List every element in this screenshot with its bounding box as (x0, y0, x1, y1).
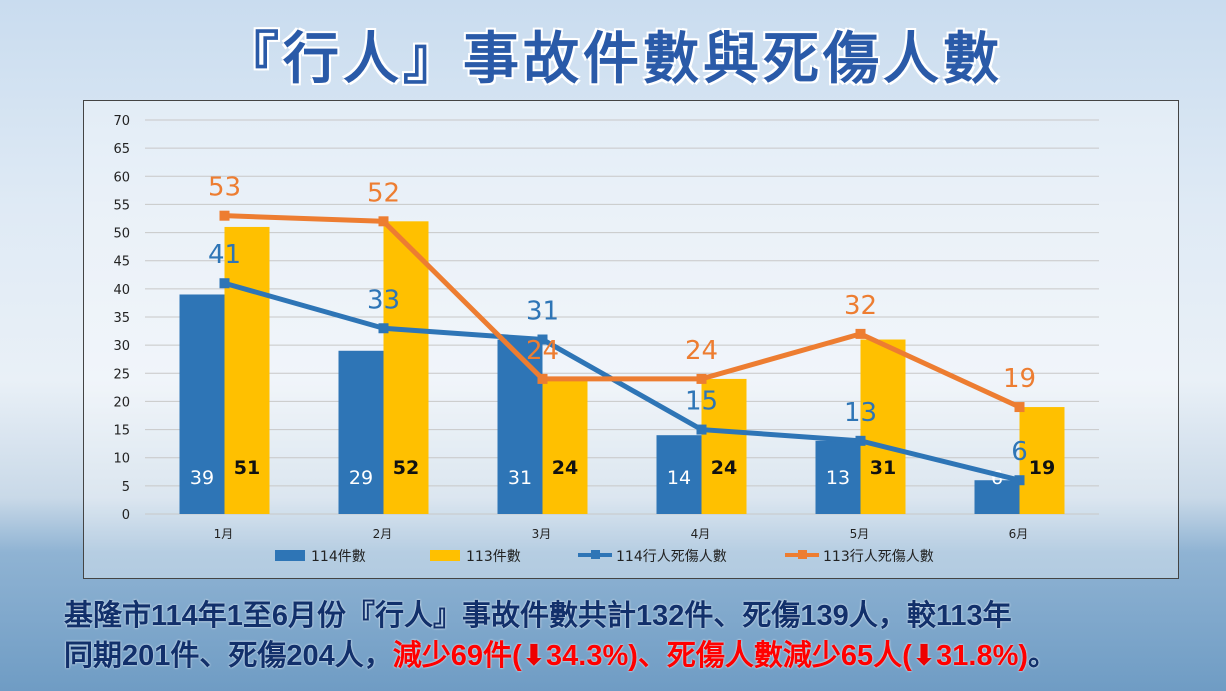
line-data-label: 52 (367, 178, 400, 208)
y-tick-label: 0 (122, 508, 130, 523)
line-data-label: 41 (208, 240, 241, 270)
line-data-label: 24 (526, 336, 559, 366)
marker-114 (696, 424, 707, 435)
down-arrow-icon: ⬇ (521, 640, 547, 672)
legend-label: 113行人死傷人數 (823, 549, 934, 565)
y-tick-label: 35 (113, 311, 130, 326)
bar-data-label: 24 (711, 457, 737, 479)
reduction-cases: 減少69件( (392, 640, 522, 672)
x-tick-label: 1月 (214, 527, 234, 541)
bar-113 (383, 221, 429, 515)
bar-114 (974, 480, 1020, 514)
y-tick-label: 15 (113, 424, 130, 439)
marker-113 (378, 216, 389, 227)
legend-label: 114行人死傷人數 (616, 549, 727, 565)
marker-114 (378, 323, 389, 334)
line-data-label: 24 (685, 336, 718, 366)
y-tick-label: 40 (113, 283, 130, 298)
marker-113 (855, 328, 866, 339)
reduction-pct-1: 34.3%)、死傷人數減少65人( (546, 640, 912, 672)
x-tick-label: 4月 (691, 527, 711, 541)
x-tick-label: 3月 (532, 527, 552, 541)
y-tick-label: 20 (113, 395, 130, 410)
x-tick-label: 2月 (373, 527, 393, 541)
down-arrow-icon: ⬇ (911, 640, 937, 672)
bar-data-label: 13 (826, 467, 850, 489)
bar-data-label: 14 (667, 467, 691, 489)
line-data-label: 31 (526, 297, 559, 327)
bar-113 (542, 378, 588, 514)
bar-114 (338, 350, 384, 514)
y-tick-label: 25 (113, 367, 130, 382)
line-113 (224, 213, 1021, 410)
line-data-label: 19 (1003, 364, 1036, 394)
bar-data-label: 29 (349, 467, 373, 489)
y-tick-label: 10 (113, 452, 130, 467)
bar-data-label: 31 (508, 467, 532, 489)
page-title: 『行人』事故件數與死傷人數 (223, 27, 1003, 92)
line-114 (223, 280, 1021, 483)
bar-113 (860, 339, 906, 514)
marker-113 (1014, 402, 1025, 413)
bar-114 (179, 294, 225, 514)
line-data-label: 6 (1011, 437, 1028, 467)
reduction-pct-2: 31.8%) (936, 640, 1029, 672)
bar-113 (701, 378, 747, 514)
marker-113 (537, 373, 548, 384)
bar-114 (656, 435, 702, 514)
line-data-label: 15 (685, 387, 718, 417)
bar-113 (1019, 407, 1065, 514)
marker-114 (219, 278, 230, 289)
bar-data-label: 52 (393, 457, 419, 479)
marker-114 (855, 435, 866, 446)
bar-data-label: 51 (234, 457, 260, 479)
marker-113 (696, 373, 707, 384)
legend-marker (798, 550, 807, 559)
summary-text: 基隆市114年1至6月份『行人』事故件數共計132件、死傷139人，較113年 … (64, 596, 1057, 676)
legend-marker (591, 550, 600, 559)
summary-prefix: 同期201件、死傷204人， (64, 640, 393, 672)
line-data-label: 13 (844, 398, 877, 428)
summary-line-1: 基隆市114年1至6月份『行人』事故件數共計132件、死傷139人，較113年 (64, 600, 1012, 632)
bar-113 (224, 226, 270, 514)
y-tick-label: 60 (113, 170, 130, 185)
legend-label: 114件數 (311, 549, 366, 565)
marker-114 (1014, 475, 1025, 486)
x-tick-label: 5月 (850, 527, 870, 541)
marker-113 (219, 210, 230, 221)
line-data-label: 32 (844, 291, 877, 321)
legend-label: 113件數 (466, 549, 521, 565)
bar-114 (815, 440, 861, 514)
legend-swatch (275, 550, 305, 561)
x-tick-label: 6月 (1009, 527, 1029, 541)
y-tick-label: 30 (113, 339, 130, 354)
y-tick-label: 65 (113, 142, 130, 157)
line-data-label: 53 (208, 173, 241, 203)
line-data-label: 33 (367, 285, 400, 315)
y-tick-label: 50 (113, 227, 130, 242)
y-tick-label: 5 (122, 480, 130, 495)
summary-end: 。 (1028, 640, 1058, 672)
y-tick-label: 45 (113, 255, 130, 270)
bar-data-label: 24 (552, 457, 578, 479)
y-tick-label: 55 (113, 198, 130, 213)
bar-data-label: 39 (190, 467, 214, 489)
bar-data-label: 31 (870, 457, 896, 479)
legend-swatch (430, 550, 460, 561)
bar-data-label: 19 (1029, 457, 1055, 479)
summary-line-2: 同期201件、死傷204人，減少69件(⬇34.3%)、死傷人數減少65人(⬇3… (64, 636, 1057, 676)
y-tick-label: 70 (113, 114, 130, 129)
marker-114 (537, 334, 548, 345)
